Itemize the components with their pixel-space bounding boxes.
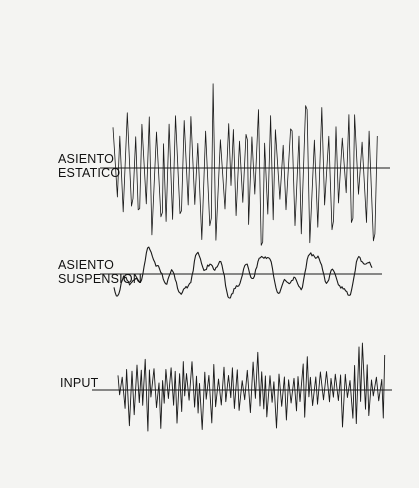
waveform-asiento-estatico [112,83,378,246]
label-asiento-estatico: ASIENTO ESTATICO [58,152,120,180]
waveform-input [117,342,386,432]
label-line: ASIENTO [58,258,115,272]
waveform-asiento-suspension [113,246,373,299]
label-line: SUSPENSION [58,272,142,286]
label-line: INPUT [60,376,99,390]
label-line: ESTATICO [58,166,121,180]
label-line: ASIENTO [58,152,115,166]
label-input: INPUT [60,376,99,390]
label-asiento-suspension: ASIENTO SUSPENSION [58,258,142,286]
